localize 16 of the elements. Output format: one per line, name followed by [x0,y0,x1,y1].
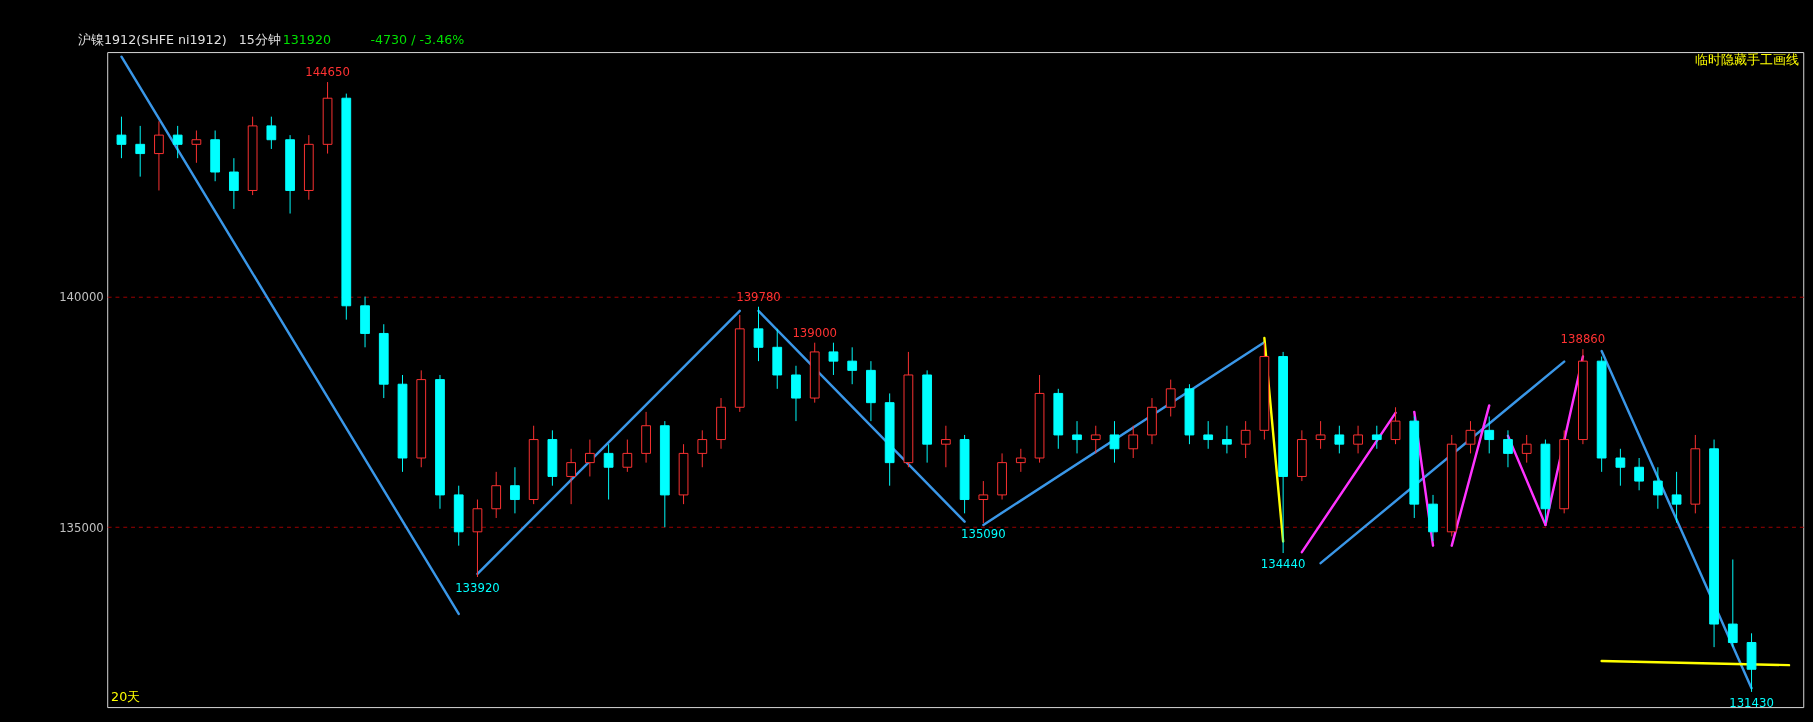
annotation: 144650 [305,65,350,80]
annotation: 20天 [111,689,141,705]
chart-title: 沪镍1912(SHFE ni1912) [77,32,227,48]
annotation: 134440 [1260,556,1306,571]
text: 131920 [282,32,331,48]
annotation: 131430 [1729,695,1774,710]
annotation: 临时隐藏手工画线 [1695,51,1800,67]
y-tick-label: 140000 [59,289,104,304]
y-tick-label: 135000 [59,520,104,535]
chart-subtitle: 15分钟 [238,32,281,48]
annotation: 133920 [455,580,500,595]
text: -4730 / -3.46% [370,32,465,48]
annotation: 139000 [792,325,838,340]
annotation: 138860 [1560,332,1606,347]
annotation: 139780 [736,289,781,304]
annotation: 135090 [961,526,1006,541]
